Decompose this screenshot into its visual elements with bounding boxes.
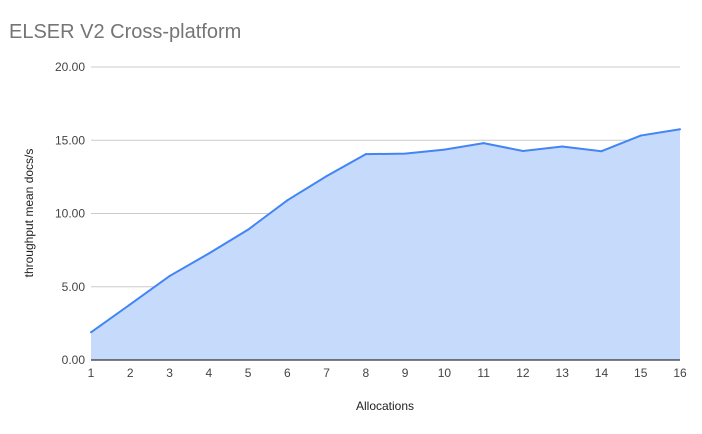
x-tick-label: 5 — [245, 366, 252, 380]
y-tick-label: 5.00 — [62, 280, 86, 294]
x-tick-label: 9 — [402, 366, 409, 380]
x-tick-label: 10 — [438, 366, 452, 380]
data-point — [404, 152, 407, 155]
series-line — [90, 128, 681, 334]
y-tick-label: 0.00 — [62, 353, 86, 367]
y-axis-label: throughput mean docs/s — [22, 149, 36, 278]
data-point — [561, 145, 564, 148]
data-point — [247, 228, 250, 231]
y-tick-label: 20.00 — [55, 60, 85, 74]
chart-title: ELSER V2 Cross-platform — [9, 21, 242, 43]
x-tick-label: 1 — [88, 366, 95, 380]
x-tick-label: 12 — [516, 366, 530, 380]
x-tick-label: 6 — [284, 366, 291, 380]
x-tick-label: 13 — [556, 366, 570, 380]
x-tick-label: 4 — [205, 366, 212, 380]
x-tick-label: 15 — [634, 366, 648, 380]
data-point — [482, 142, 485, 145]
data-point — [168, 275, 171, 278]
data-point — [325, 175, 328, 178]
y-tick-label: 15.00 — [55, 133, 85, 147]
x-tick-label: 14 — [595, 366, 609, 380]
data-point — [639, 134, 642, 137]
x-tick-label: 16 — [673, 366, 687, 380]
x-tick-label: 8 — [363, 366, 370, 380]
data-point — [521, 149, 524, 152]
data-point — [207, 252, 210, 255]
area-fill — [91, 129, 680, 360]
data-point — [443, 148, 446, 151]
x-axis-label: Allocations — [356, 399, 414, 413]
data-point — [364, 153, 367, 156]
x-tick-label: 2 — [127, 366, 134, 380]
x-tick-label: 3 — [166, 366, 173, 380]
data-point — [129, 303, 132, 306]
y-tick-label: 10.00 — [55, 207, 85, 221]
data-point — [286, 199, 289, 202]
data-point — [679, 128, 681, 131]
x-tick-label: 11 — [477, 366, 490, 380]
data-point — [90, 331, 92, 334]
x-tick-label: 7 — [323, 366, 330, 380]
data-point — [600, 150, 603, 153]
